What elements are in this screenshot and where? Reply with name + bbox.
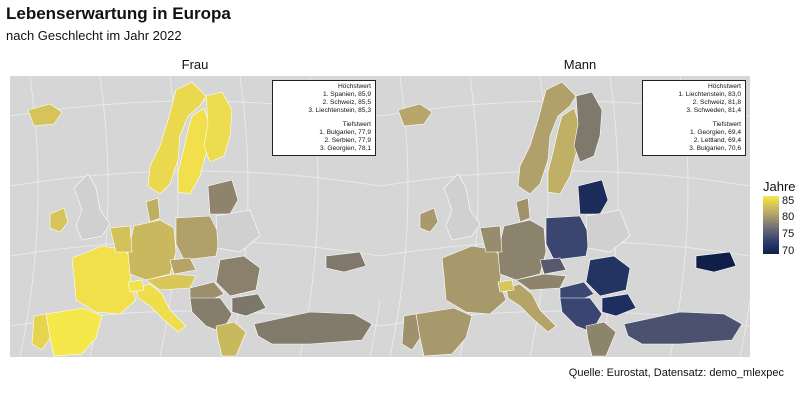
country-italy (505, 283, 557, 333)
country-finland (203, 91, 233, 163)
country-norway (517, 81, 577, 195)
min-entry: 2. Serbien, 77,9 (324, 137, 371, 144)
country-ireland (419, 207, 439, 233)
country-norway (147, 81, 207, 195)
min-entry: 1. Bulgarien, 77,9 (319, 129, 371, 136)
country-georgia (695, 251, 737, 273)
legend-title: Jahre (763, 179, 796, 194)
country-benelux (479, 225, 503, 253)
country-switzerland (497, 279, 515, 293)
country-switzerland (127, 279, 145, 293)
country-uk (443, 173, 481, 241)
max-entry: 1. Spanien, 85,9 (322, 91, 371, 98)
country-portugal (31, 313, 51, 351)
country-greece (215, 321, 247, 357)
max-entry: 3. Schweden, 81,4 (686, 107, 741, 114)
country-bulgaria (601, 293, 637, 317)
country-romania (215, 255, 261, 297)
country-spain (45, 307, 103, 357)
country-greece (585, 321, 617, 357)
panel-title-frau: Frau (181, 57, 209, 72)
map-panel-mann: Höchstwert 1. Liechtenstein, 83,0 2. Sch… (380, 76, 750, 357)
country-turkey (623, 311, 743, 345)
country-portugal (401, 313, 421, 351)
country-uk (73, 173, 111, 241)
country-iceland (397, 103, 433, 127)
country-spain (415, 307, 473, 357)
panel-title-mann: Mann (563, 57, 597, 72)
country-benelux (109, 225, 133, 253)
country-austria (515, 273, 567, 291)
country-czechia (539, 257, 567, 275)
country-germany (127, 219, 177, 281)
max-entry: 2. Schweiz, 85,5 (322, 99, 371, 106)
legend-tick: 70 (782, 245, 795, 257)
max-entry: 1. Liechtenstein, 83,0 (678, 91, 741, 98)
country-belarus (215, 209, 261, 253)
legend-tick: 85 (782, 195, 795, 207)
country-denmark (515, 197, 531, 223)
ranking-box-mann: Höchstwert 1. Liechtenstein, 83,0 2. Sch… (642, 80, 746, 156)
country-bulgaria (231, 293, 267, 317)
country-baltics (207, 179, 239, 215)
country-baltics (577, 179, 609, 215)
country-romania (585, 255, 631, 297)
country-iceland (27, 103, 63, 127)
max-heading: Höchstwert (338, 83, 371, 90)
page-subtitle: nach Geschlecht im Jahr 2022 (6, 28, 182, 43)
country-finland (573, 91, 603, 163)
min-heading: Tiefstwert (342, 121, 371, 128)
country-ireland (49, 207, 69, 233)
graticule-line (739, 76, 750, 357)
country-italy (135, 283, 187, 333)
country-denmark (145, 197, 161, 223)
min-entry: 3. Bulgarien, 70,6 (689, 145, 741, 152)
country-germany (497, 219, 547, 281)
graticule-line (369, 76, 380, 357)
max-heading: Höchstwert (708, 83, 741, 90)
country-turkey (253, 311, 373, 345)
legend-colorbar (763, 196, 779, 254)
legend-tick: 75 (782, 228, 795, 240)
country-georgia (325, 251, 367, 273)
legend-tick: 80 (782, 211, 795, 223)
country-poland (175, 215, 221, 261)
map-panel-frau: Höchstwert 1. Spanien, 85,9 2. Schweiz, … (10, 76, 380, 357)
source-caption: Quelle: Eurostat, Datensatz: demo_mlexpe… (568, 367, 784, 379)
country-czechia (169, 257, 197, 275)
min-heading: Tiefstwert (712, 121, 741, 128)
min-entry: 1. Georgien, 69,4 (690, 129, 741, 136)
max-entry: 3. Liechtenstein, 85,3 (308, 107, 371, 114)
ranking-box-frau: Höchstwert 1. Spanien, 85,9 2. Schweiz, … (272, 80, 376, 156)
min-entry: 3. Georgien, 78,1 (320, 145, 371, 152)
country-belarus (585, 209, 631, 253)
max-entry: 2. Schweiz, 81,8 (692, 99, 741, 106)
min-entry: 2. Lettland, 69,4 (693, 137, 741, 144)
country-austria (145, 273, 197, 291)
page-title: Lebenserwartung in Europa (6, 4, 231, 23)
country-poland (545, 215, 591, 261)
